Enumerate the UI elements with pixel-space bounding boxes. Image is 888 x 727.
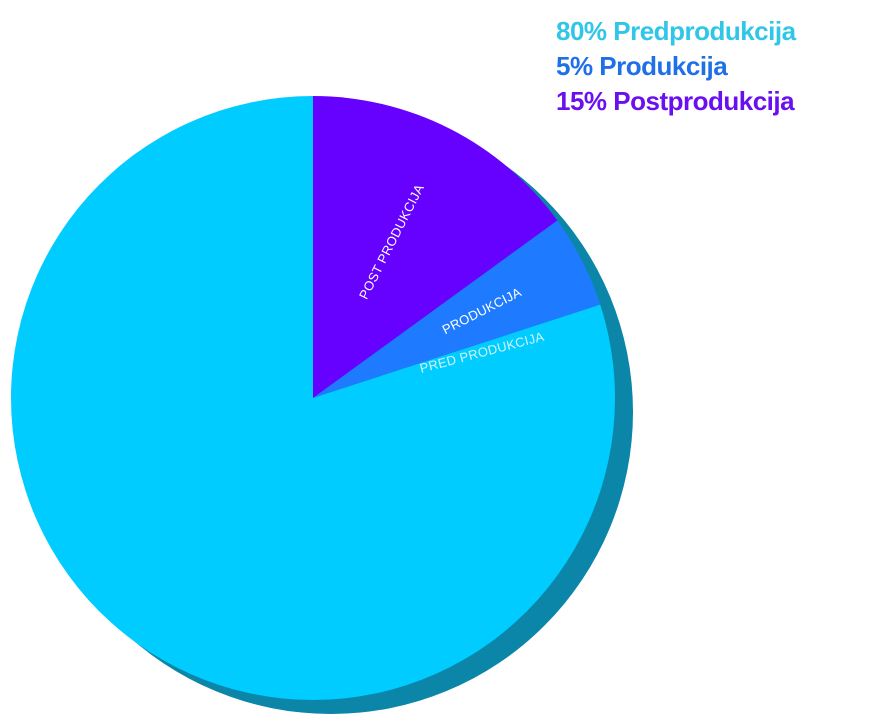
legend: 80% Predprodukcija 5% Produkcija 15% Pos…: [556, 14, 796, 119]
pie-slice-pred-produkcija: [10, 96, 615, 700]
legend-item-predprodukcija: 80% Predprodukcija: [556, 16, 796, 46]
pie-slice-post-produkcija: [313, 96, 558, 398]
pie-slice-produkcija: [313, 220, 601, 398]
legend-item-produkcija: 5% Produkcija: [556, 51, 728, 81]
legend-item-postprodukcija: 15% Postprodukcija: [556, 86, 795, 116]
pie-slices: [10, 96, 615, 700]
